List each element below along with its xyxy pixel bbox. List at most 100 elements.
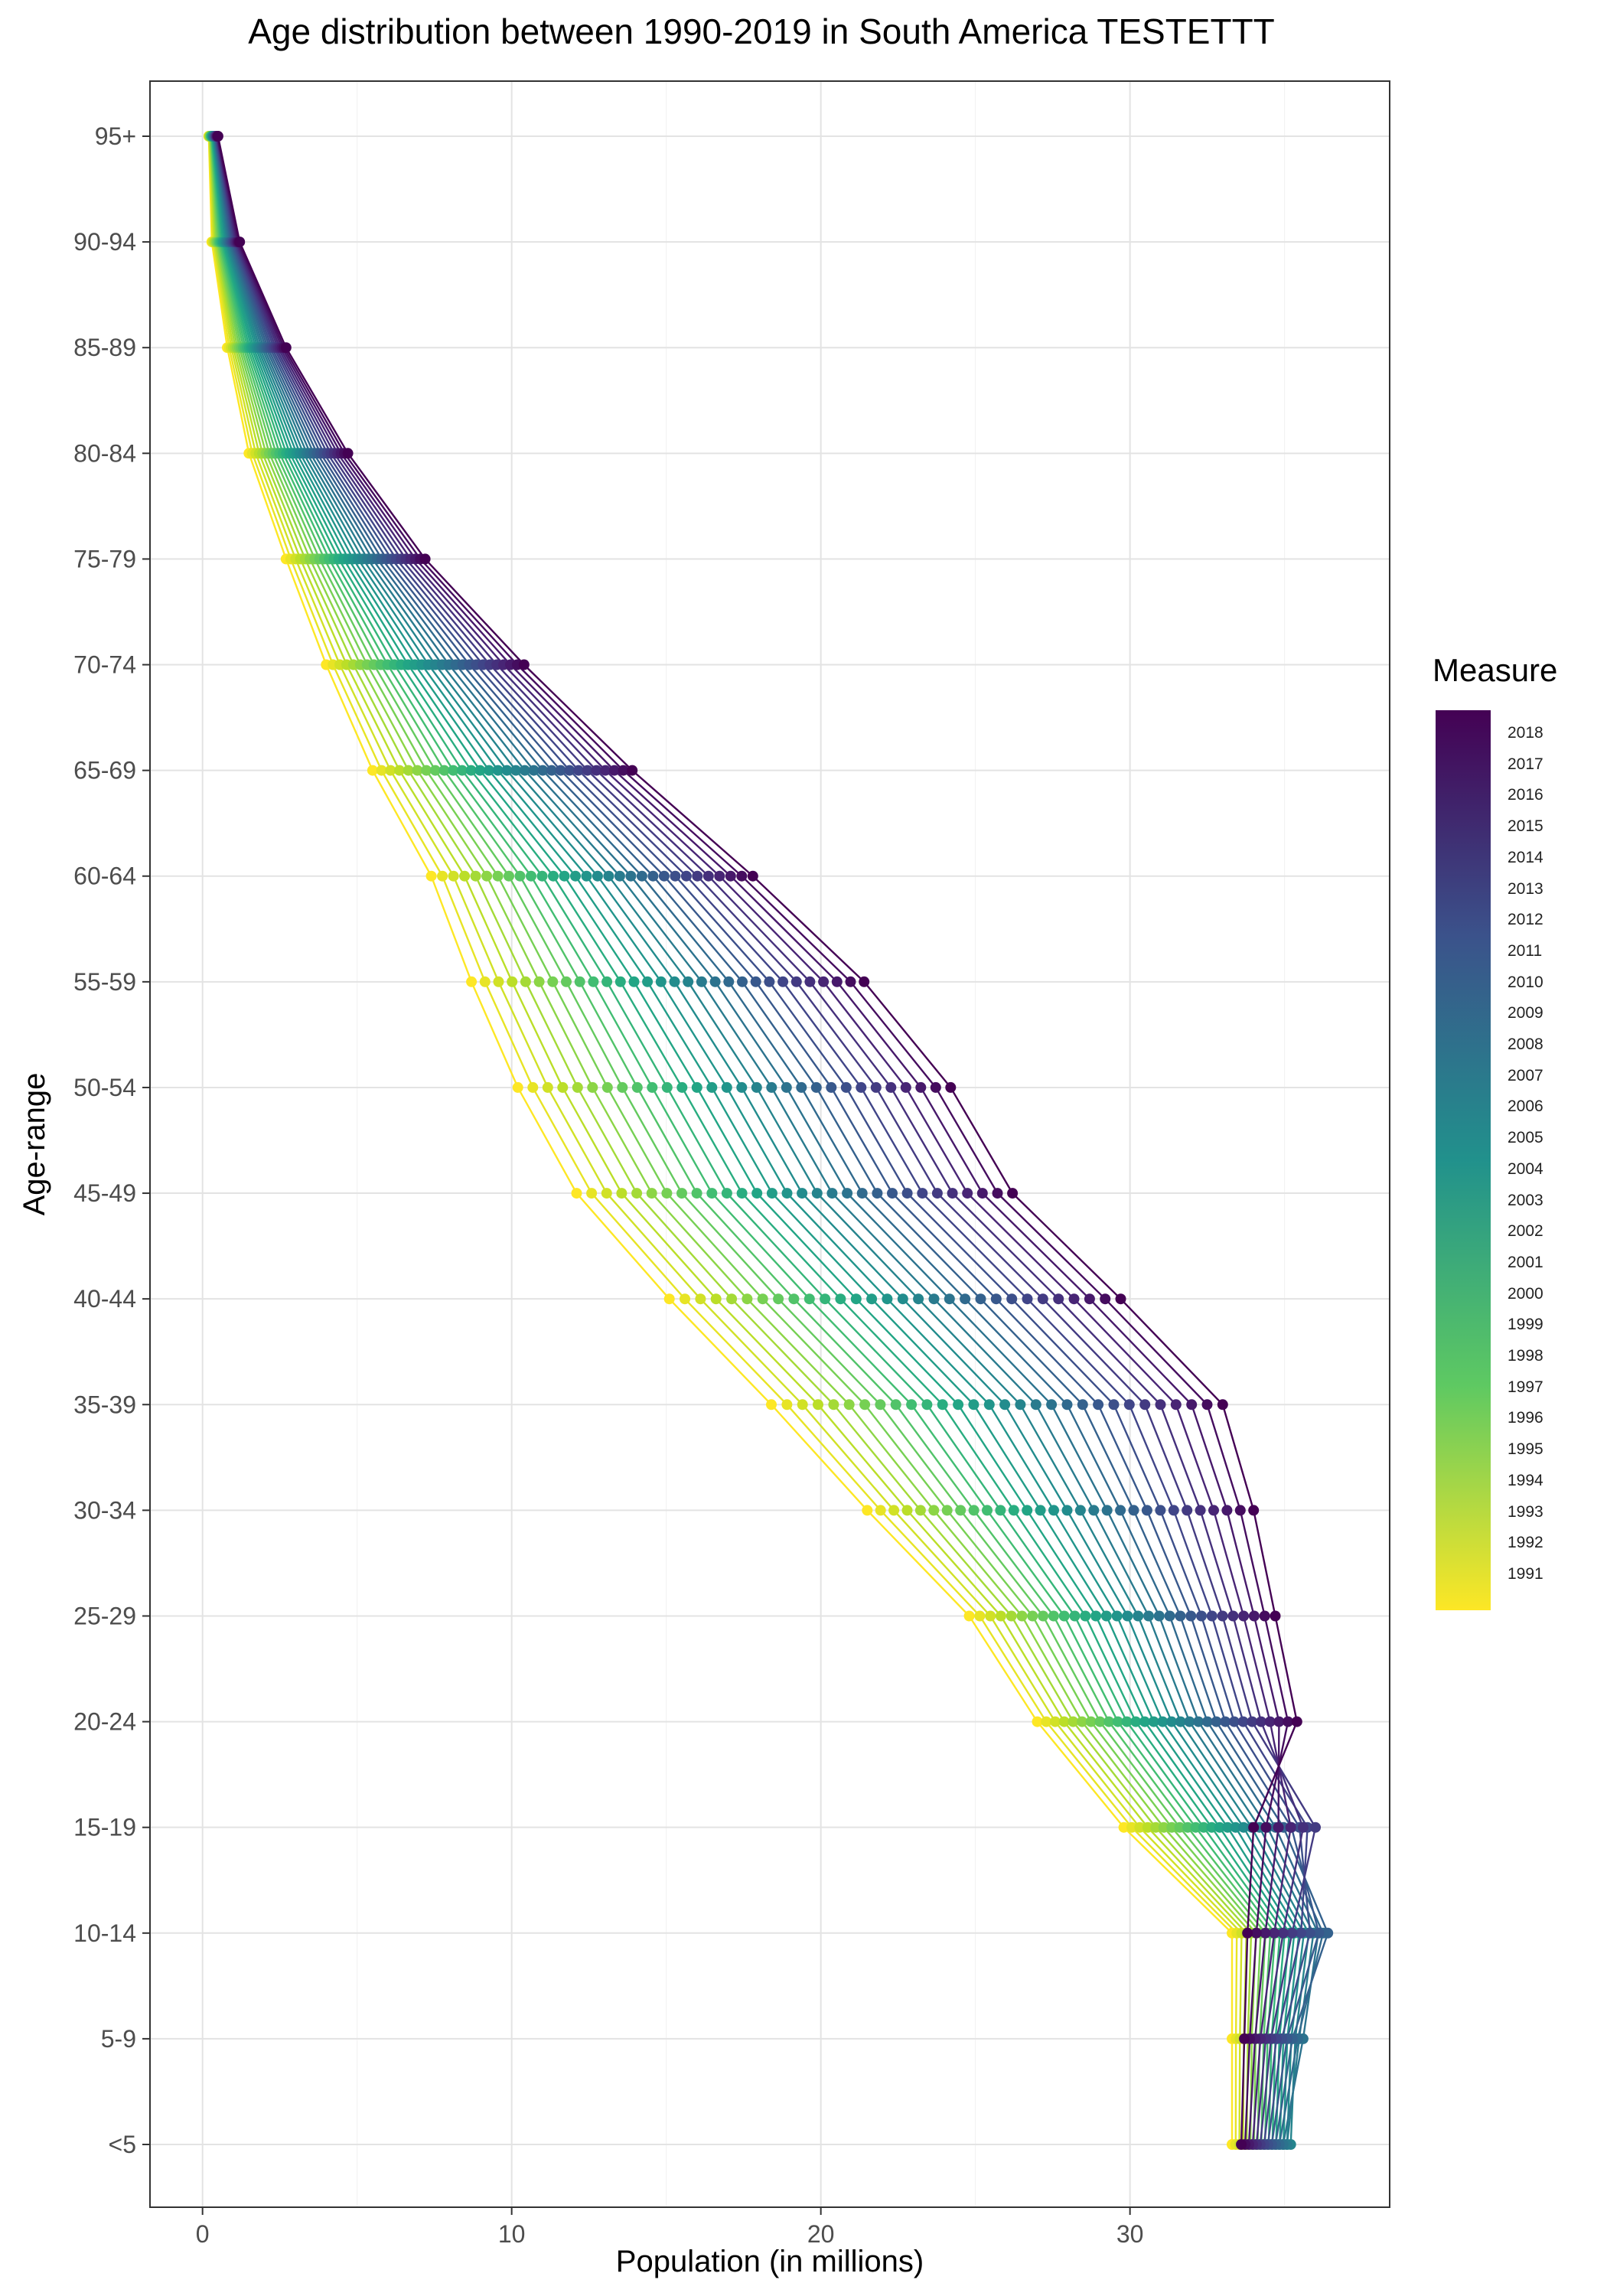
data-point: [608, 765, 620, 776]
series-line-2004: [212, 135, 1300, 2145]
series-line-2019: [217, 135, 1299, 2145]
data-point: [1093, 1399, 1104, 1411]
data-point: [474, 765, 486, 776]
data-point: [953, 1399, 964, 1411]
data-point: [882, 1293, 893, 1305]
series-line-2000: [210, 135, 1281, 2145]
data-point: [484, 765, 494, 776]
data-point: [479, 976, 491, 987]
data-point: [1174, 1821, 1185, 1833]
data-point: [804, 976, 816, 987]
data-point: [528, 765, 539, 776]
data-point: [887, 1188, 898, 1199]
data-point: [459, 870, 471, 882]
data-point: [1237, 1716, 1249, 1727]
data-point: [992, 1188, 1003, 1199]
data-point: [1236, 2139, 1247, 2150]
data-point: [1170, 1399, 1182, 1411]
data-point: [385, 765, 396, 776]
legend-label: 2009: [1508, 1004, 1543, 1022]
data-point: [1074, 1505, 1086, 1516]
data-point: [1061, 1505, 1073, 1516]
data-point: [1238, 1821, 1250, 1833]
data-point: [1139, 1399, 1151, 1411]
series-line-1995: [209, 135, 1257, 2145]
data-point: [914, 1505, 926, 1516]
data-point: [647, 870, 659, 882]
data-point: [1297, 1821, 1309, 1833]
data-point: [915, 1081, 927, 1093]
data-point: [811, 1188, 823, 1199]
data-point: [1085, 1716, 1097, 1727]
data-point: [901, 1188, 913, 1199]
data-point: [676, 1081, 688, 1093]
y-tick-label: 45-49: [73, 1179, 136, 1207]
data-point: [526, 870, 536, 882]
data-point: [1195, 1505, 1206, 1516]
data-point: [1122, 1610, 1133, 1622]
data-point: [917, 1188, 928, 1199]
data-point: [616, 1188, 627, 1199]
data-point: [1103, 1716, 1115, 1727]
data-point: [1155, 1505, 1166, 1516]
data-point: [631, 1188, 643, 1199]
data-point: [1285, 1821, 1296, 1833]
data-point: [913, 1293, 924, 1305]
data-point: [367, 765, 378, 776]
series-line-2009: [214, 135, 1325, 2145]
data-point: [766, 1188, 777, 1199]
series-line-1990: [207, 135, 1234, 2144]
data-point: [974, 1610, 986, 1622]
data-point: [691, 1081, 702, 1093]
chart-title: Age distribution between 1990-2019 in So…: [248, 11, 1275, 51]
series-line-2012: [214, 135, 1312, 2145]
data-point: [1027, 1610, 1038, 1622]
legend-label: 1994: [1508, 1471, 1543, 1489]
data-point: [930, 1081, 941, 1093]
data-point: [1133, 1610, 1144, 1622]
legend-label: 1993: [1508, 1502, 1543, 1521]
data-point: [804, 1293, 815, 1305]
data-point: [507, 976, 518, 987]
data-point: [1123, 1399, 1135, 1411]
data-point: [983, 1399, 995, 1411]
data-point: [618, 765, 629, 776]
data-point: [1112, 1716, 1123, 1727]
data-point: [1088, 1505, 1100, 1516]
data-point: [1101, 1505, 1113, 1516]
data-point: [1248, 1821, 1260, 1833]
data-point: [448, 765, 459, 776]
data-point: [1061, 1399, 1073, 1411]
legend-label: 1995: [1508, 1440, 1543, 1459]
data-point: [796, 1081, 807, 1093]
data-point: [587, 1081, 598, 1093]
data-point: [669, 976, 680, 987]
data-point: [492, 870, 504, 882]
data-point: [1182, 1821, 1194, 1833]
data-point: [710, 1293, 722, 1305]
data-point: [512, 1081, 523, 1093]
data-point: [781, 1399, 793, 1411]
y-tick-label: 40-44: [73, 1285, 136, 1313]
data-point: [1166, 1716, 1177, 1727]
data-point: [1032, 1716, 1043, 1727]
data-point: [1068, 1716, 1079, 1727]
data-point: [1030, 1399, 1041, 1411]
data-point: [1022, 1293, 1033, 1305]
data-point: [875, 1399, 886, 1411]
y-tick-label: 20-24: [73, 1708, 136, 1736]
data-point: [1168, 1505, 1179, 1516]
data-point: [537, 765, 549, 776]
data-point: [835, 1293, 846, 1305]
data-point: [900, 1081, 911, 1093]
series-line-2017: [216, 135, 1280, 2145]
data-point: [1175, 1716, 1186, 1727]
y-tick-label: 85-89: [73, 334, 136, 361]
legend-label: 2015: [1508, 817, 1543, 836]
data-point: [1175, 1610, 1186, 1622]
data-point: [695, 1293, 706, 1305]
data-point: [1130, 1716, 1142, 1727]
data-point: [1270, 1610, 1281, 1622]
data-point: [885, 1081, 897, 1093]
data-point: [212, 131, 223, 142]
